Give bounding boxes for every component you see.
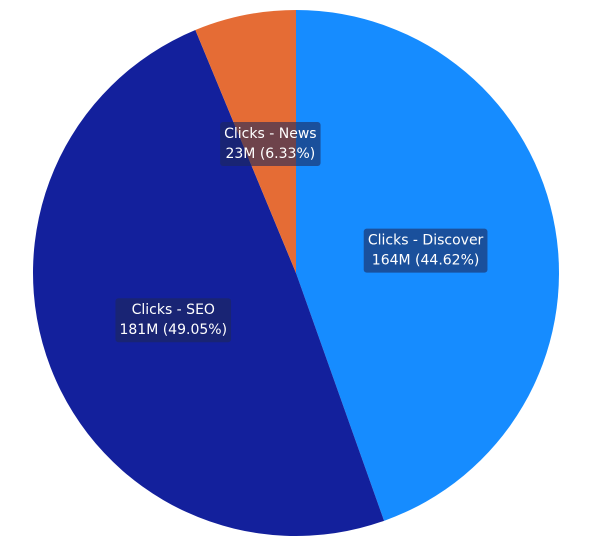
label-box <box>363 228 488 273</box>
slice-name: Clicks - News <box>224 126 316 142</box>
data-label: Clicks - Discover 164M (44.62%) <box>363 228 488 273</box>
slice-value: 23M (6.33%) <box>225 146 315 162</box>
label-box <box>220 122 321 167</box>
slice-name: Clicks - Discover <box>368 233 484 249</box>
slice-value: 181M (49.05%) <box>119 322 227 338</box>
slice-name: Clicks - SEO <box>132 302 215 318</box>
data-label: Clicks - SEO 181M (49.05%) <box>115 298 232 343</box>
slice-value: 164M (44.62%) <box>372 253 480 269</box>
label-box <box>115 298 232 343</box>
data-label: Clicks - News 23M (6.33%) <box>220 122 321 167</box>
pie-slice <box>33 30 385 536</box>
